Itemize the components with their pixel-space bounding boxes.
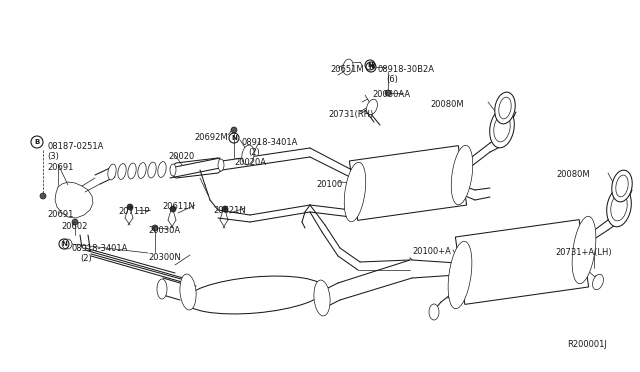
Text: 20100: 20100 [316,180,342,189]
Text: 20020A: 20020A [234,158,266,167]
Ellipse shape [72,219,78,225]
Text: N: N [231,135,237,141]
Ellipse shape [180,274,196,310]
Ellipse shape [593,274,604,290]
Text: 08918-3401A: 08918-3401A [242,138,298,147]
Ellipse shape [429,304,439,320]
Text: 20030A: 20030A [148,226,180,235]
Text: B: B [35,139,40,145]
Text: 20602: 20602 [61,222,88,231]
Text: 20621N: 20621N [213,206,246,215]
Ellipse shape [448,241,472,309]
Text: 20300N: 20300N [148,253,180,262]
Ellipse shape [170,164,176,176]
Ellipse shape [495,92,515,124]
Ellipse shape [344,162,365,222]
Text: 20080M: 20080M [430,100,463,109]
Text: 20611N: 20611N [162,202,195,211]
Text: 08187-0251A: 08187-0251A [47,142,104,151]
Text: 20731(RH): 20731(RH) [328,110,373,119]
Text: 20651M: 20651M [330,65,364,74]
Ellipse shape [367,99,378,115]
Text: 20731+A(LH): 20731+A(LH) [555,248,612,257]
Ellipse shape [242,145,254,165]
Ellipse shape [493,114,510,142]
Bar [456,219,589,304]
Polygon shape [172,158,222,178]
Ellipse shape [572,216,596,284]
Text: (3): (3) [47,152,59,161]
Ellipse shape [343,59,353,75]
Ellipse shape [616,175,628,197]
Text: (2): (2) [248,148,260,157]
Ellipse shape [170,206,176,212]
Text: N: N [61,241,67,247]
Polygon shape [55,182,93,218]
Ellipse shape [138,163,146,179]
Text: N: N [368,64,374,70]
Ellipse shape [499,97,511,119]
Ellipse shape [451,145,473,205]
Ellipse shape [118,164,126,179]
Ellipse shape [127,204,133,210]
Ellipse shape [314,280,330,316]
Ellipse shape [185,276,324,314]
Ellipse shape [62,239,72,249]
Text: 20030AA: 20030AA [372,90,410,99]
Text: 20020: 20020 [168,152,195,161]
Text: 20711P: 20711P [118,207,150,216]
Text: N: N [367,62,373,68]
Ellipse shape [218,159,224,171]
Text: 08918-30B2A: 08918-30B2A [378,65,435,74]
Ellipse shape [148,162,156,178]
Ellipse shape [611,193,627,221]
Text: 20100+A: 20100+A [412,247,451,256]
Ellipse shape [222,206,228,212]
Text: 20080M: 20080M [556,170,589,179]
Text: 08918-3401A: 08918-3401A [72,244,129,253]
Ellipse shape [108,164,116,180]
Ellipse shape [385,90,391,96]
Text: R200001J: R200001J [567,340,607,349]
Text: (2): (2) [80,254,92,263]
Ellipse shape [231,127,237,133]
Ellipse shape [40,193,46,199]
Ellipse shape [128,163,136,179]
Ellipse shape [612,170,632,202]
Text: (6): (6) [386,75,398,84]
Ellipse shape [152,225,158,231]
Text: 20691: 20691 [47,210,74,219]
Bar [349,145,467,220]
Ellipse shape [490,108,515,148]
Ellipse shape [607,187,631,227]
Ellipse shape [157,279,167,299]
Text: 20691: 20691 [47,163,74,172]
Text: 20692M: 20692M [194,133,228,142]
Ellipse shape [158,161,166,177]
